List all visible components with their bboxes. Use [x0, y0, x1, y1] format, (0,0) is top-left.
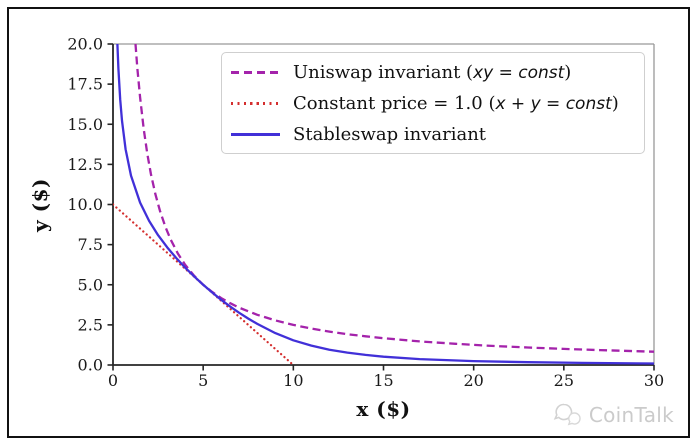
y-tick-label: 15.0 — [67, 115, 103, 134]
y-tick-label: 20.0 — [67, 35, 103, 54]
legend-label-constant-price: Constant price = 1.0 (x + y = const) — [293, 92, 619, 114]
x-tick-label: 5 — [198, 371, 208, 390]
x-tick-label: 0 — [108, 371, 118, 390]
x-tick-label: 15 — [373, 371, 393, 390]
legend-label-uniswap: Uniswap invariant (xy = const) — [293, 61, 572, 83]
y-tick-label: 12.5 — [67, 155, 103, 174]
y-tick-label: 17.5 — [67, 75, 103, 94]
x-tick-label: 10 — [283, 371, 303, 390]
stableswap-curve — [116, 43, 654, 365]
legend-label-stableswap: Stableswap invariant — [293, 123, 487, 145]
x-axis-ticks: 0 5 10 15 20 25 30 — [108, 365, 664, 390]
x-tick-label: 25 — [554, 371, 574, 390]
uniswap-line-sample — [231, 71, 280, 74]
y-axis-ticks: 0.0 2.5 5.0 7.5 10.0 12.5 15.0 17.5 20.0 — [67, 35, 113, 375]
legend: Uniswap invariant (xy = const) Constant … — [221, 52, 645, 154]
legend-item-uniswap: Uniswap invariant (xy = const) — [231, 57, 644, 88]
chat-bubbles-icon — [553, 403, 581, 426]
y-tick-label: 2.5 — [78, 315, 103, 334]
constant-price-line-sample — [231, 102, 280, 105]
y-tick-label: 0.0 — [78, 356, 103, 375]
x-tick-label: 20 — [463, 371, 483, 390]
x-tick-label: 30 — [644, 371, 664, 390]
y-tick-label: 10.0 — [67, 195, 103, 214]
y-axis-label: y ($) — [28, 178, 52, 232]
y-tick-label: 7.5 — [78, 235, 103, 254]
x-axis-label: x ($) — [356, 397, 411, 421]
legend-item-constant-price: Constant price = 1.0 (x + y = const) — [231, 88, 644, 119]
y-tick-label: 5.0 — [78, 275, 103, 294]
watermark-text: CoinTalk — [588, 402, 674, 427]
watermark: CoinTalk — [553, 401, 674, 428]
legend-item-stableswap: Stableswap invariant — [231, 119, 644, 150]
uniswap-curve — [134, 43, 654, 353]
stableswap-line-sample — [231, 133, 280, 136]
